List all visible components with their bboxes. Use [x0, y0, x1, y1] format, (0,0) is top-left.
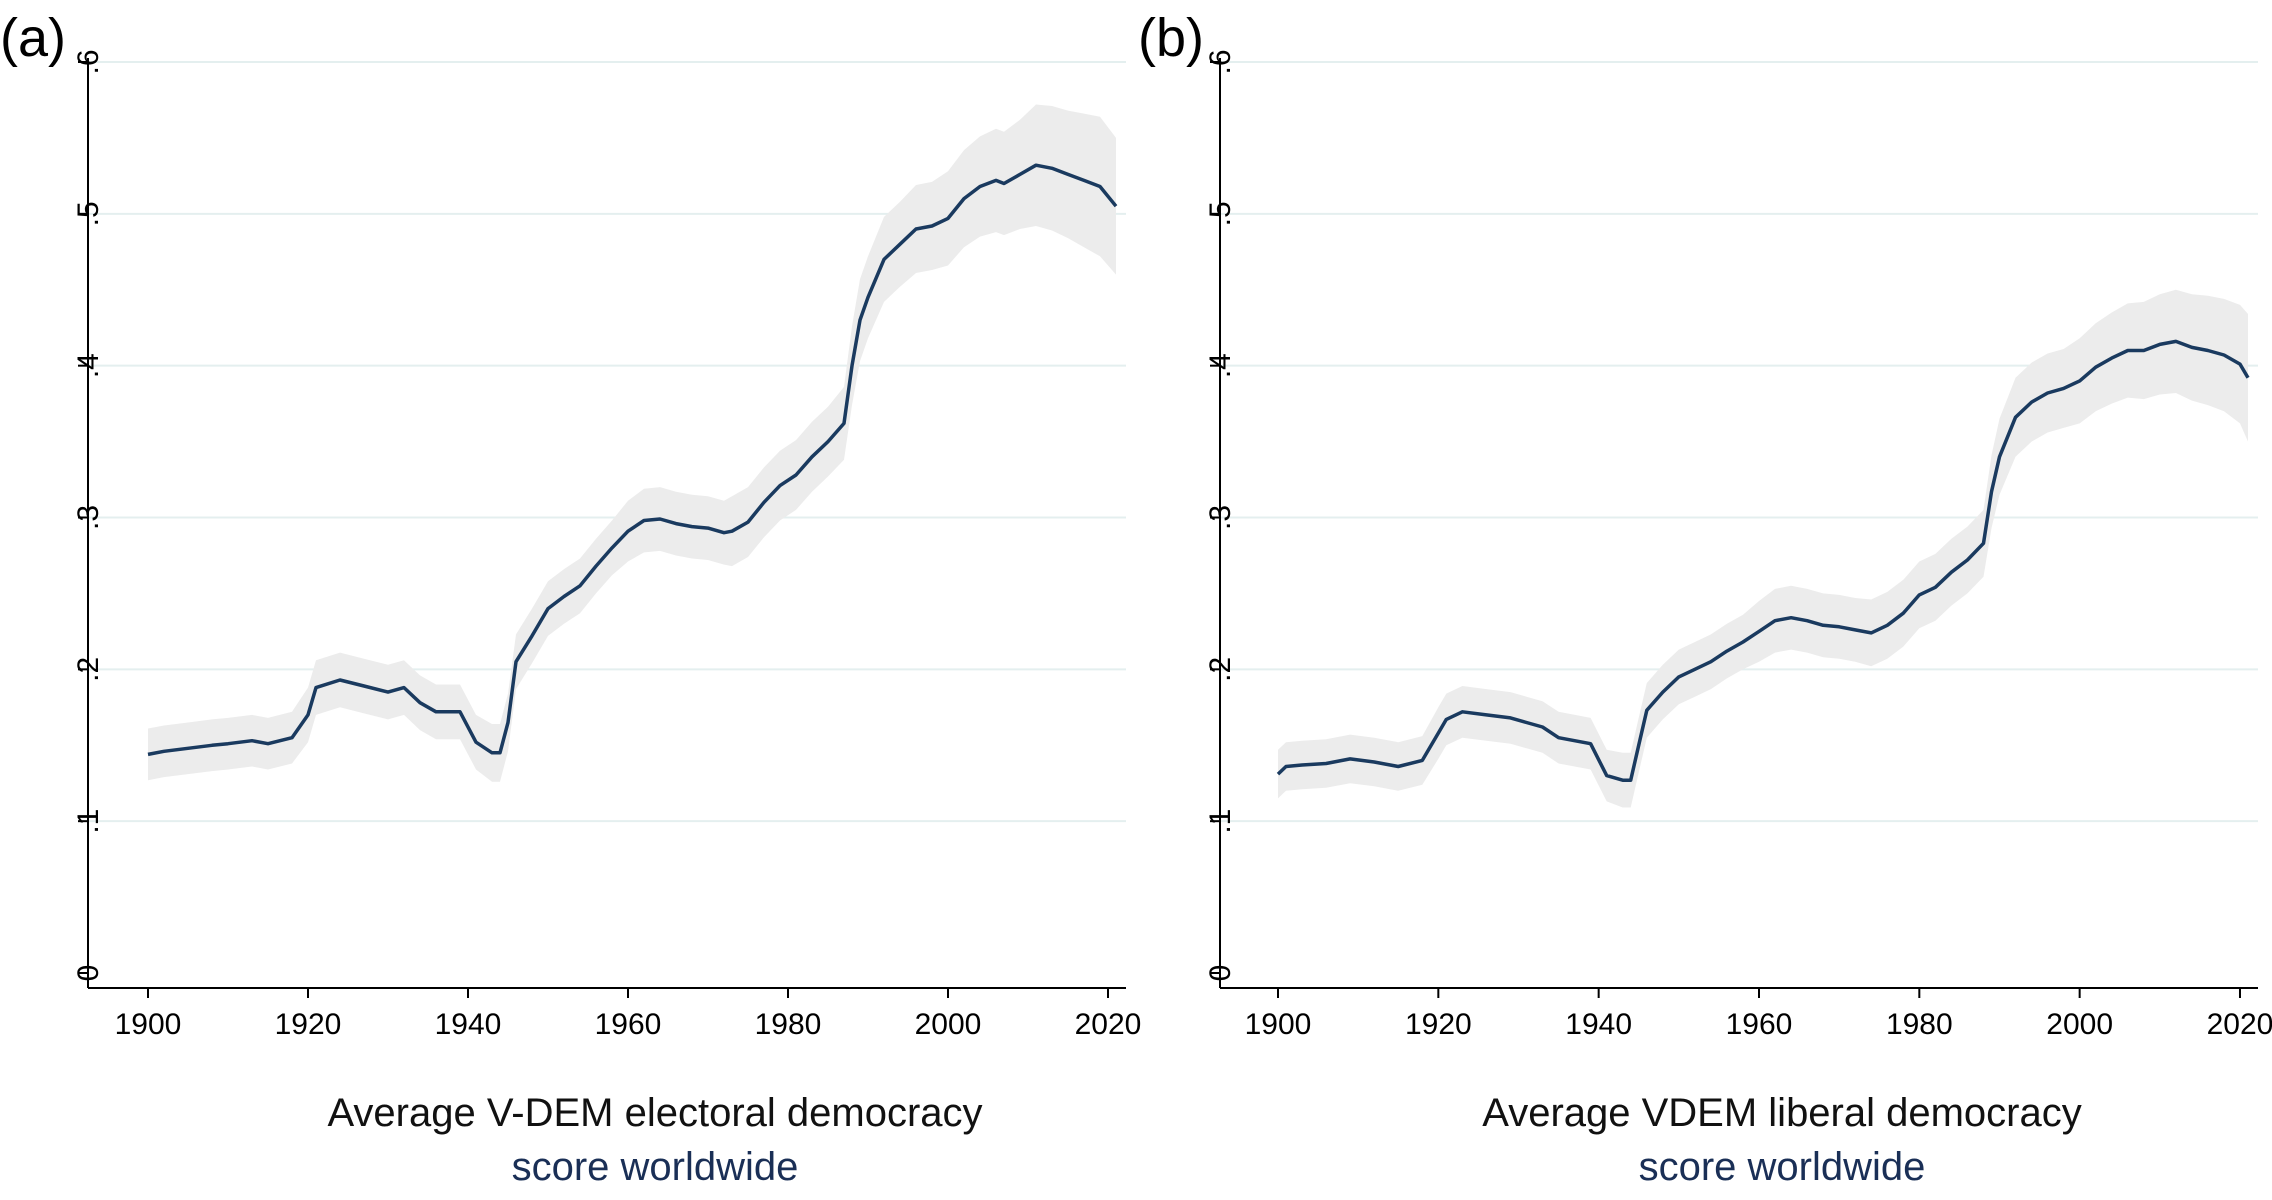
panel-label: (a) [0, 8, 66, 68]
x-tick-label: 1980 [755, 1008, 822, 1041]
chart-subtitle: score worldwide [512, 1145, 799, 1189]
x-tick-label: 1920 [1405, 1008, 1472, 1041]
x-tick-label: 1940 [1565, 1008, 1632, 1041]
x-tick-label: 1900 [115, 1008, 182, 1041]
x-tick-label: 1960 [1726, 1008, 1793, 1041]
chart-title: Average VDEM liberal democracy [1482, 1091, 2082, 1135]
chart-panel-a: (a)0.1.2.3.4.5.6190019201940196019802000… [0, 8, 1141, 1189]
x-tick-label: 1940 [435, 1008, 502, 1041]
x-tick-label: 1920 [275, 1008, 342, 1041]
x-tick-label: 1960 [595, 1008, 662, 1041]
x-tick-label: 1980 [1886, 1008, 1953, 1041]
chart-subtitle: score worldwide [1639, 1145, 1926, 1189]
confidence-band [148, 104, 1116, 782]
x-tick-label: 1900 [1245, 1008, 1312, 1041]
series-line [147, 163, 1118, 757]
panel-label: (b) [1138, 8, 1204, 68]
chart-title: Average V-DEM electoral democracy [327, 1091, 982, 1135]
x-tick-label: 2020 [1075, 1008, 1142, 1041]
chart-panel-b: (b)0.1.2.3.4.5.6190019201940196019802000… [1138, 8, 2272, 1189]
x-tick-label: 2020 [2207, 1008, 2272, 1041]
confidence-band [1278, 289, 2248, 808]
x-tick-label: 2000 [915, 1008, 982, 1041]
series-line [1276, 339, 2250, 782]
x-tick-label: 2000 [2046, 1008, 2113, 1041]
